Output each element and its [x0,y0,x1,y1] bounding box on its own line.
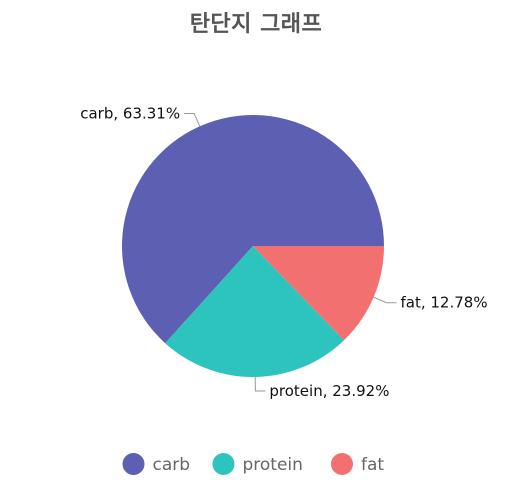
legend-swatch-protein [212,453,235,475]
pie-slice-carb[interactable] [122,115,384,344]
slice-label-carb: carb, 63.31% [80,105,180,123]
pie-slice-fat[interactable] [253,246,384,341]
legend: carb protein fat [122,453,384,475]
pie-slice-protein[interactable] [165,246,344,378]
legend-item-protein[interactable]: protein [212,453,303,475]
slice-label-protein: protein, 23.92% [269,382,389,400]
legend-item-carb[interactable]: carb [122,453,191,475]
leader-lines [184,113,397,392]
legend-swatch-carb [122,453,145,475]
slices-layer [122,115,384,378]
leader-line-protein [254,376,266,392]
legend-label-protein: protein [243,455,303,475]
slice-label-fat: fat, 12.78% [401,294,488,312]
legend-label-fat: fat [361,455,384,475]
chart-title: 탄단지 그래프 [189,12,323,37]
legend-label-carb: carb [153,455,191,475]
slice-labels: carb, 63.31% protein, 23.92% fat, 12.78% [80,105,487,401]
leader-line-carb [184,113,201,127]
leader-line-fat [373,296,397,304]
legend-item-fat[interactable]: fat [331,453,384,475]
legend-swatch-fat [331,453,353,475]
